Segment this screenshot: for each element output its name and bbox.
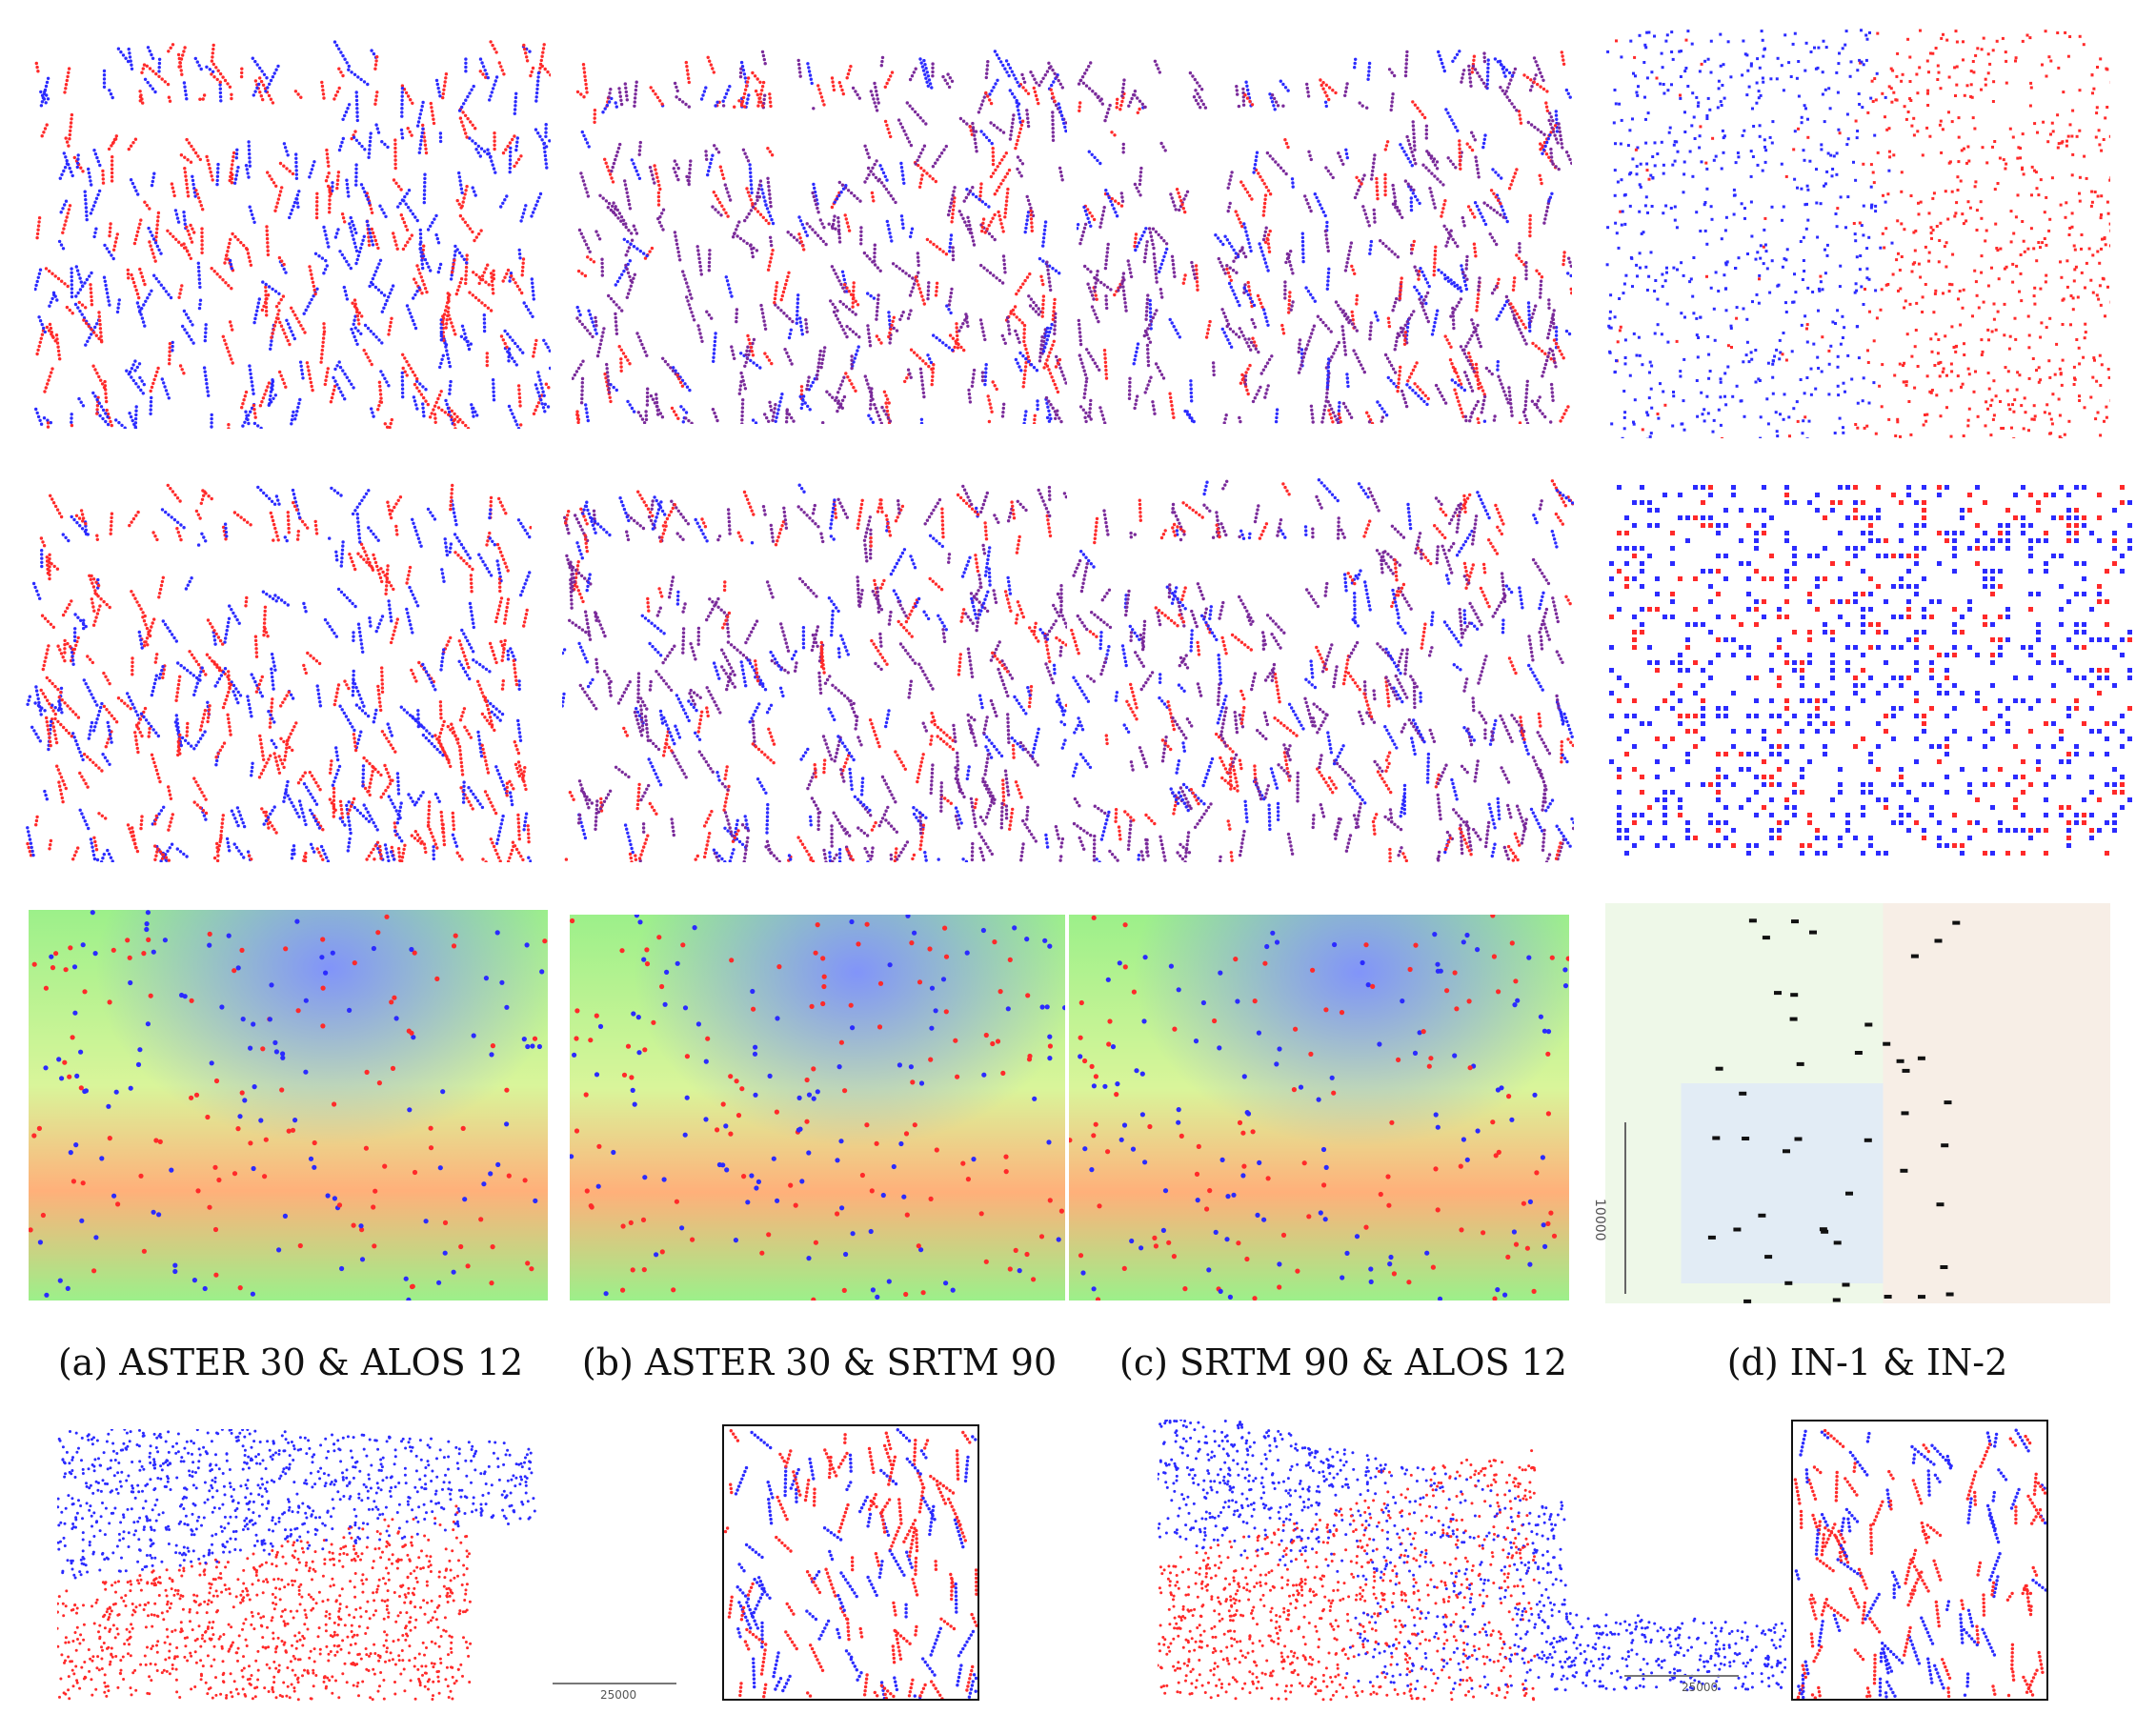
panel-bottom-left: 25000 xyxy=(57,1429,724,1705)
caption-c: (c) SRTM 90 & ALOS 12 xyxy=(1077,1341,1610,1383)
panel-row1-b xyxy=(572,48,1067,424)
panel-row2-b xyxy=(562,481,1067,862)
panel-row1-a xyxy=(34,38,551,429)
panel-row3-d: 10000 xyxy=(1592,903,2110,1303)
point-overlay-plot xyxy=(1077,50,1572,424)
scale-bar-vertical xyxy=(1624,1122,1626,1294)
panel-bottom-right: 25000 xyxy=(1158,1420,1786,1705)
terrain-map xyxy=(1069,915,1569,1301)
inset-detail-left xyxy=(722,1424,979,1701)
panel-row2-c xyxy=(1069,476,1574,862)
terrain-map-faded xyxy=(1605,903,2110,1303)
panel-row2-a xyxy=(25,481,532,862)
caption-b: (b) ASTER 30 & SRTM 90 xyxy=(553,1341,1086,1383)
scale-bar-horizontal xyxy=(1624,1675,1739,1677)
scale-label-horizontal: 25000 xyxy=(1682,1681,1718,1694)
panel-row1-c xyxy=(1077,48,1572,424)
panel-row3-c xyxy=(1069,915,1569,1301)
point-overlay-plot xyxy=(1609,485,2132,856)
panel-row3-b xyxy=(570,915,1065,1301)
inset-plot xyxy=(723,1428,978,1701)
caption-d: (d) IN-1 & IN-2 xyxy=(1601,1341,2134,1383)
point-overlay-plot xyxy=(1070,478,1574,862)
point-overlay-plot xyxy=(572,50,1067,424)
terrain-map xyxy=(29,910,548,1301)
inset-plot xyxy=(1793,1428,2047,1701)
point-overlay-plot xyxy=(34,40,551,429)
panel-row1-d xyxy=(1605,29,2110,438)
strip-overlap-plot xyxy=(1158,1420,1786,1702)
point-overlay-plot xyxy=(1605,29,2110,438)
strip-overlap-plot xyxy=(57,1429,536,1702)
scale-bar-horizontal xyxy=(553,1683,676,1684)
scale-label-vertical: 10000 xyxy=(1592,1199,1607,1241)
scale-label-horizontal: 25000 xyxy=(600,1688,636,1702)
panel-row2-d xyxy=(1605,481,2139,862)
panel-row3-a xyxy=(29,910,548,1301)
terrain-map xyxy=(570,915,1065,1301)
caption-a: (a) ASTER 30 & ALOS 12 xyxy=(24,1341,557,1383)
inset-detail-right xyxy=(1791,1420,2048,1701)
point-overlay-plot xyxy=(26,483,532,862)
point-overlay-plot xyxy=(562,483,1067,862)
